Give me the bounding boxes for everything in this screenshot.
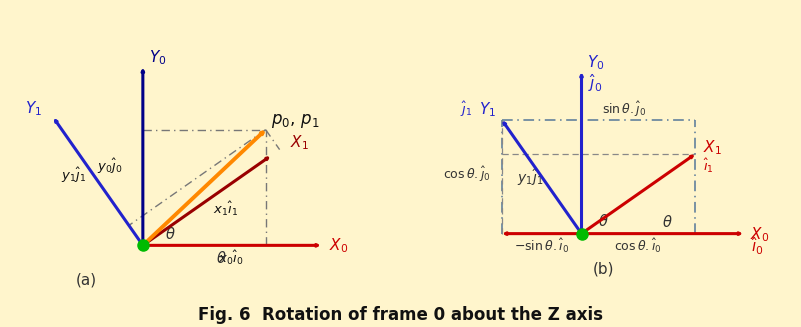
Text: $\cos\theta.\hat{\jmath}_0$: $\cos\theta.\hat{\jmath}_0$ [443,165,490,184]
Text: $y_0\hat{\jmath}_0$: $y_0\hat{\jmath}_0$ [97,156,122,176]
Text: Fig. 6  Rotation of frame 0 about the Z axis: Fig. 6 Rotation of frame 0 about the Z a… [198,306,603,324]
Text: $\sin\theta.\hat{\jmath}_0$: $\sin\theta.\hat{\jmath}_0$ [602,100,647,119]
Text: $\hat{\jmath}_1$: $\hat{\jmath}_1$ [460,100,472,119]
Text: $\theta$: $\theta$ [215,250,227,266]
Text: $y_1\hat{\jmath}_1$: $y_1\hat{\jmath}_1$ [61,166,86,185]
Text: $-\sin\theta.\hat{\imath}_0$: $-\sin\theta.\hat{\imath}_0$ [514,236,570,255]
Text: $X_0$: $X_0$ [750,225,769,244]
Text: (a): (a) [76,272,97,287]
Text: $\hat{\imath}_0$: $\hat{\imath}_0$ [751,235,763,257]
Text: $Y_0$: $Y_0$ [149,48,167,67]
Text: $X_0$: $X_0$ [329,237,348,255]
Text: (b): (b) [593,262,614,277]
Text: $Y_1$: $Y_1$ [25,99,42,118]
Text: $\boldsymbol{p_0}$$\boldsymbol{,\,p_1}$: $\boldsymbol{p_0}$$\boldsymbol{,\,p_1}$ [271,112,320,130]
Text: $\theta$: $\theta$ [662,215,673,231]
Text: $y_1\hat{\jmath}_1$: $y_1\hat{\jmath}_1$ [517,167,543,188]
Text: $X_1$: $X_1$ [702,138,722,157]
Text: $\hat{\imath}_1$: $\hat{\imath}_1$ [702,157,714,175]
Text: $Y_1$: $Y_1$ [479,100,496,119]
Text: $\hat{\jmath}_0$: $\hat{\jmath}_0$ [588,72,602,94]
Text: $\cos\theta.\hat{\imath}_0$: $\cos\theta.\hat{\imath}_0$ [614,236,662,255]
Text: $Y_0$: $Y_0$ [587,53,604,72]
Text: $\theta$: $\theta$ [598,213,609,229]
Text: $X_1$: $X_1$ [290,133,309,152]
Text: $x_1\hat{\imath}_1$: $x_1\hat{\imath}_1$ [213,200,238,218]
Text: $x_0\hat{\imath}_0$: $x_0\hat{\imath}_0$ [218,249,243,267]
Text: $\theta$: $\theta$ [165,226,175,242]
